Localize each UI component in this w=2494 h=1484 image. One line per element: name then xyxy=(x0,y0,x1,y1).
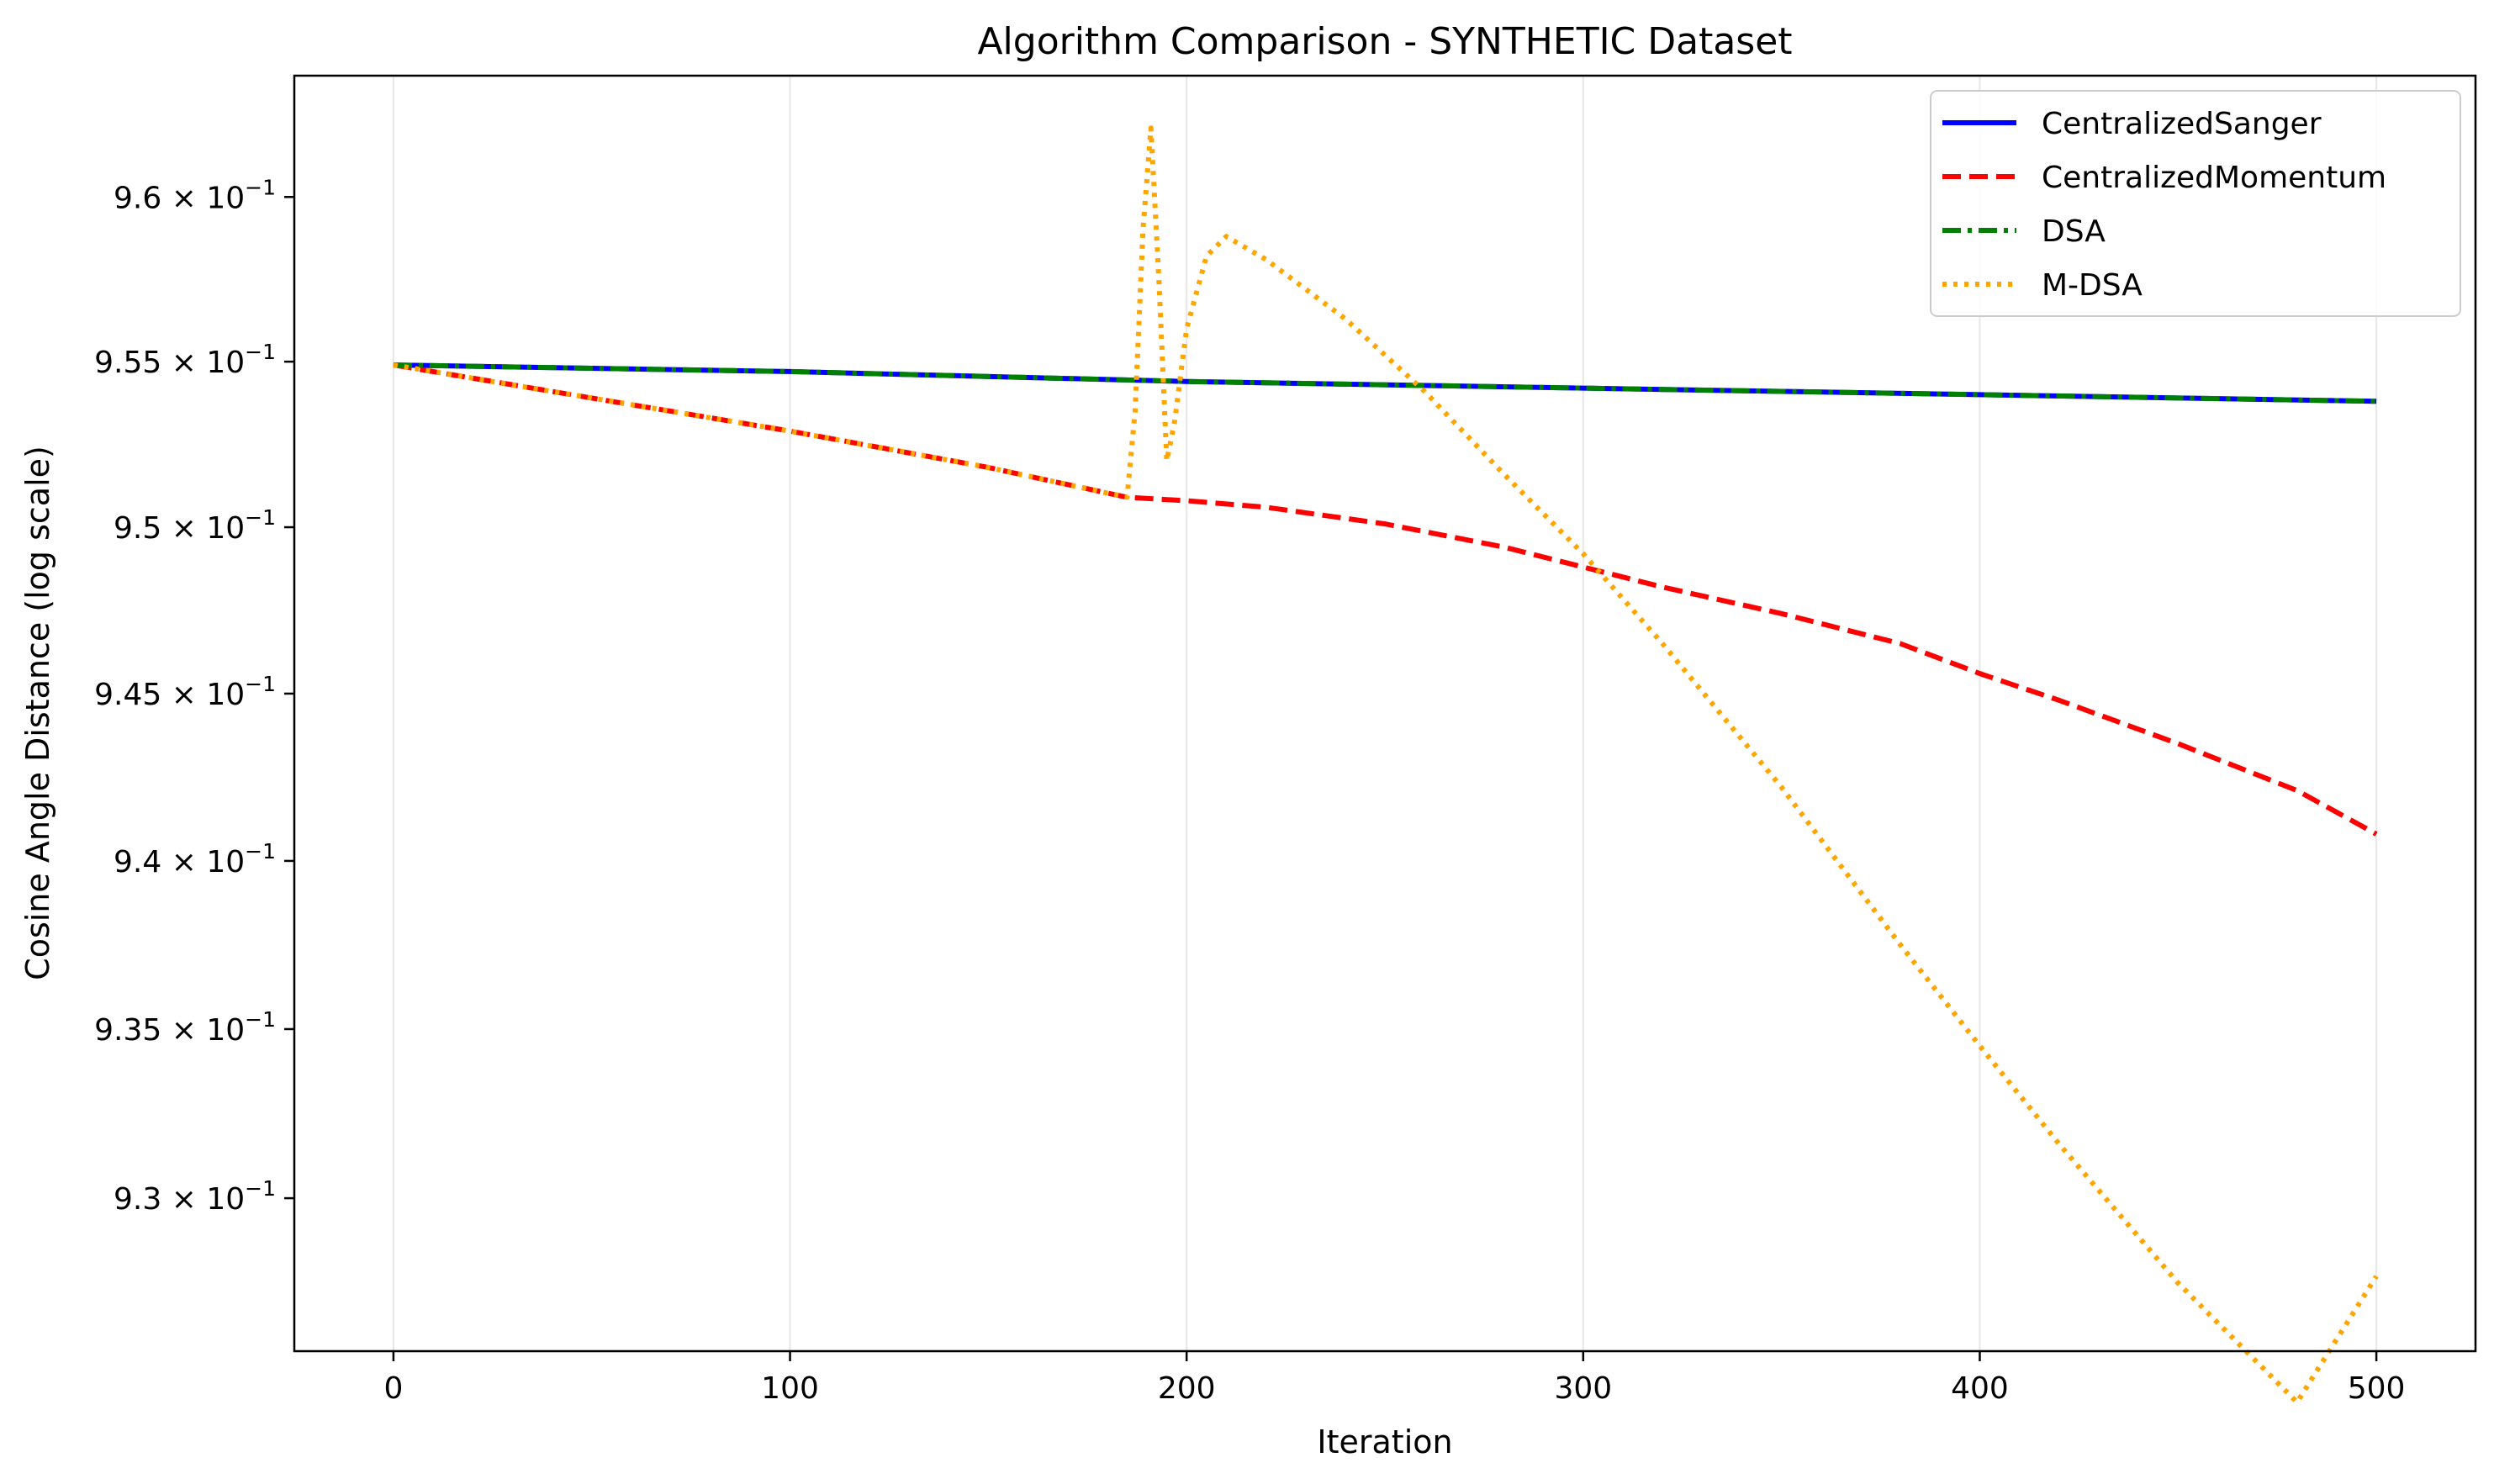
series-line-CentralizedMomentum xyxy=(393,362,2378,837)
chart-title: Algorithm Comparison - SYNTHETIC Dataset xyxy=(977,20,1792,63)
legend-label: CentralizedSanger xyxy=(2042,107,2322,141)
y-tick-label: 9.55 × 10−1 xyxy=(94,340,276,380)
x-axis-ticks: 0 100 200 300 400 500 xyxy=(383,1351,2405,1406)
x-tick-label: 200 xyxy=(1158,1371,1216,1406)
y-axis-ticks: 9.3 × 10−1 9.35 × 10−1 9.4 × 10−1 9.45 × 10… xyxy=(94,175,294,1217)
plot-frame xyxy=(293,74,2477,1353)
legend-label: DSA xyxy=(2042,214,2106,249)
series-layer xyxy=(393,125,2379,1405)
y-tick-label: 9.4 × 10−1 xyxy=(114,839,276,879)
x-tick-label: 0 xyxy=(383,1371,403,1406)
y-tick-label: 9.6 × 10−1 xyxy=(114,175,276,215)
x-tick-label: 500 xyxy=(2348,1371,2406,1406)
x-tick-label: 400 xyxy=(1951,1371,2009,1406)
x-tick-label: 100 xyxy=(761,1371,819,1406)
x-axis-label: Iteration xyxy=(1317,1423,1452,1460)
x-tick-label: 300 xyxy=(1554,1371,1612,1406)
legend: CentralizedSanger CentralizedMomentum DSA M… xyxy=(1930,90,2461,317)
y-tick-label: 9.35 × 10−1 xyxy=(94,1007,276,1048)
legend-label: M-DSA xyxy=(2042,268,2143,303)
y-axis-label: Cosine Angle Distance (log scale) xyxy=(19,446,56,980)
legend-box xyxy=(1930,90,2461,317)
y-tick-label: 9.5 × 10−1 xyxy=(114,505,276,546)
series-line-M-DSA xyxy=(393,125,2379,1405)
y-tick-label: 9.3 × 10−1 xyxy=(114,1176,276,1217)
y-tick-label: 9.45 × 10−1 xyxy=(94,672,276,712)
series-line-DSA xyxy=(393,362,2377,404)
legend-label: CentralizedMomentum xyxy=(2042,161,2386,195)
